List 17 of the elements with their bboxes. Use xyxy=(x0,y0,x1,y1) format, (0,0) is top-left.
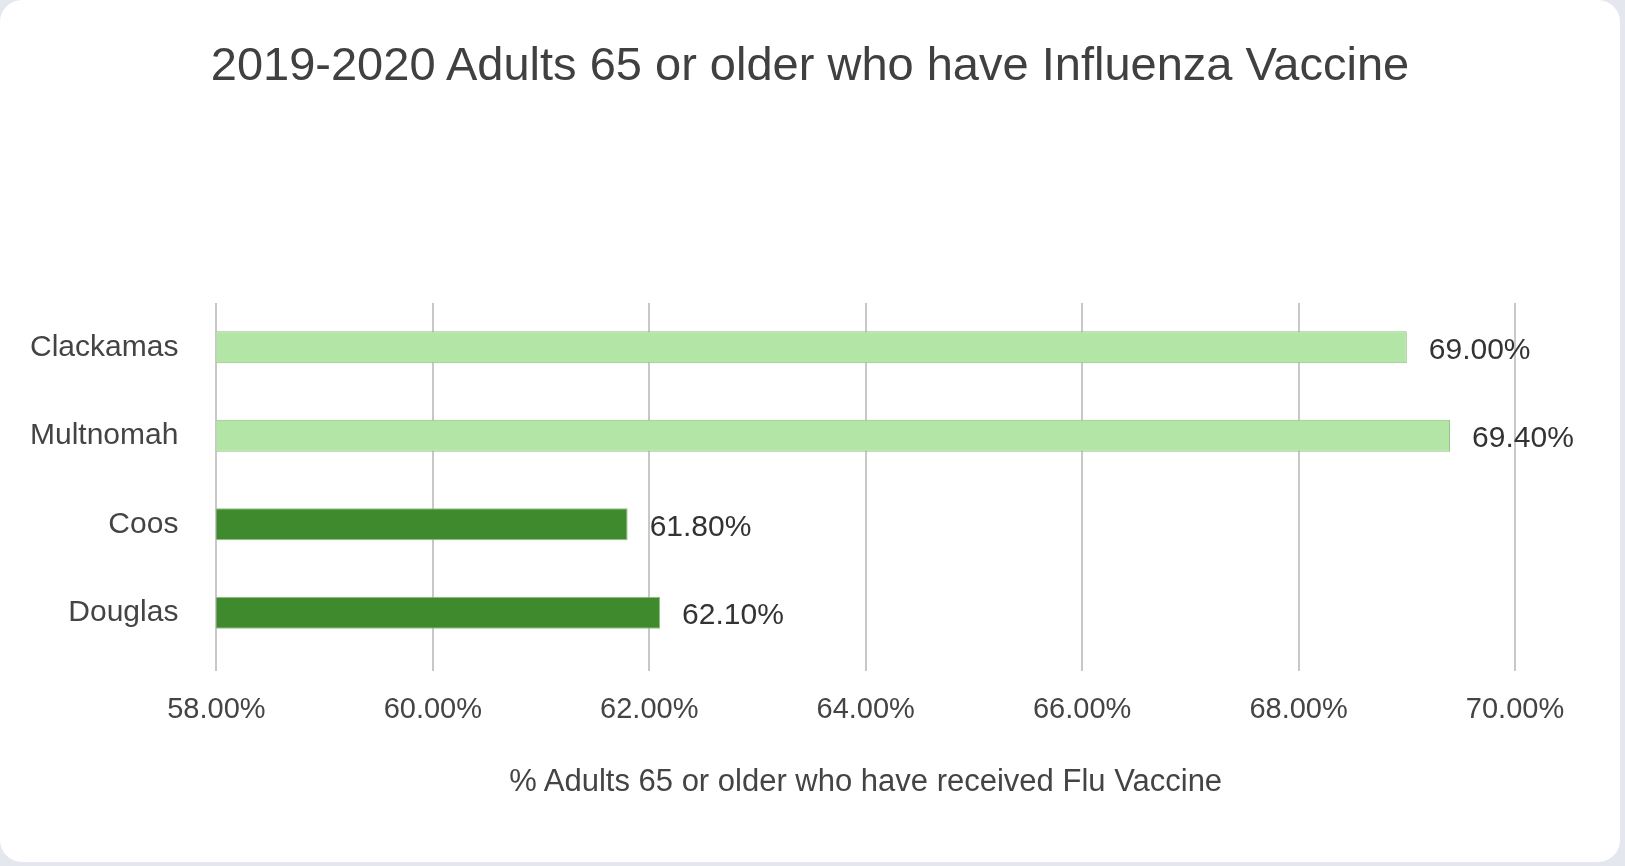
x-tick-label: 62.00% xyxy=(600,692,699,725)
x-tick-label: 64.00% xyxy=(816,692,915,725)
y-tick-label: Clackamas xyxy=(30,328,179,362)
y-tick-label: Multnomah xyxy=(30,417,179,451)
data-label: 62.10% xyxy=(682,597,784,631)
x-axis-title: % Adults 65 or older who have received Flu Vaccine xyxy=(509,762,1223,798)
y-tick-label: Coos xyxy=(108,505,179,539)
x-tick-label: 60.00% xyxy=(383,692,483,725)
data-label: 61.80% xyxy=(649,508,752,542)
chart-title: 2019-2020 Adults 65 or older who have Influenza Vaccine xyxy=(209,36,1411,92)
x-tick-label: 68.00% xyxy=(1249,692,1348,725)
y-tick-label: Douglas xyxy=(68,594,179,628)
x-tick-label: 66.00% xyxy=(1032,692,1132,725)
x-tick-label: 70.00% xyxy=(1465,692,1565,725)
data-label: 69.00% xyxy=(1428,331,1531,365)
data-label: 69.40% xyxy=(1472,420,1574,454)
x-tick-label: 58.00% xyxy=(167,692,266,725)
